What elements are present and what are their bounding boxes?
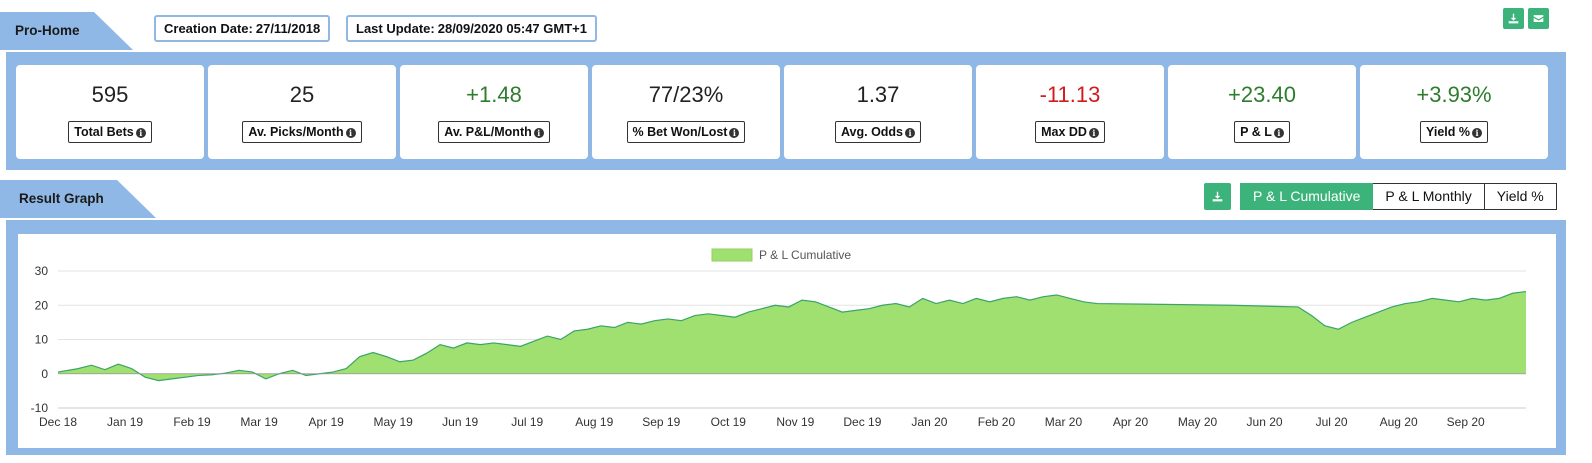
x-tick-label: Sep 19 (642, 415, 680, 429)
stat-value: 77/23% (648, 82, 724, 107)
download-icon (1508, 13, 1519, 24)
info-icon[interactable]: i (345, 128, 356, 138)
stat-card-av-picks-month: 25 Av. Picks/Month i (208, 65, 396, 159)
x-tick-label: Apr 20 (1113, 415, 1149, 429)
stat-label-text: Yield % (1426, 125, 1470, 139)
last-update-value: 28/09/2020 05:47 GMT+1 (437, 21, 587, 36)
x-tick-label: Aug 20 (1380, 415, 1418, 429)
stat-card-av-pl-month: +1.48 Av. P&L/Month i (400, 65, 588, 159)
pro-home-tab-label: Pro-Home (15, 23, 80, 38)
creation-date-box: Creation Date: 27/11/2018 (154, 15, 331, 42)
x-tick-label: May 19 (373, 415, 413, 429)
y-tick-label: 20 (35, 298, 49, 312)
stat-label-text: Av. Picks/Month (248, 125, 344, 139)
stat-label-text: P & L (1240, 125, 1272, 139)
y-tick-label: 0 (41, 367, 48, 381)
stat-value: +23.40 (1228, 82, 1296, 107)
stat-value: +1.48 (466, 82, 522, 107)
graph-download-button[interactable] (1204, 183, 1231, 210)
x-tick-label: Dec 18 (39, 415, 77, 429)
stat-card-bet-won-lost: 77/23% % Bet Won/Lost i (592, 65, 780, 159)
x-tick-label: Mar 20 (1045, 415, 1083, 429)
stat-label[interactable]: Total Bets i (68, 121, 152, 143)
download-button[interactable] (1503, 8, 1524, 29)
envelope-icon (1533, 15, 1544, 22)
x-tick-label: Feb 20 (978, 415, 1016, 429)
y-tick-label: 10 (35, 333, 49, 347)
stat-label-text: Avg. Odds (840, 125, 904, 139)
stat-label[interactable]: Max DD i (1035, 121, 1105, 143)
creation-date-label: Creation Date: (164, 21, 253, 36)
stat-card-avg-odds: 1.37 Avg. Odds i (784, 65, 972, 159)
stat-value: 25 (289, 82, 315, 107)
x-tick-label: Oct 19 (711, 415, 747, 429)
stat-label-text: Av. P&L/Month (444, 125, 532, 139)
stat-label[interactable]: Yield % i (1420, 121, 1488, 143)
legend-label: P & L Cumulative (759, 248, 851, 262)
stat-label[interactable]: Av. P&L/Month i (438, 121, 550, 143)
info-icon[interactable]: i (729, 128, 740, 138)
y-tick-label: 30 (35, 264, 49, 278)
x-tick-label: Dec 19 (843, 415, 881, 429)
stat-value: 1.37 (856, 82, 900, 107)
y-tick-label: -10 (31, 401, 49, 415)
info-icon[interactable]: i (1472, 128, 1482, 138)
x-tick-label: May 20 (1178, 415, 1218, 429)
x-tick-label: Mar 19 (240, 415, 278, 429)
x-tick-label: Apr 19 (308, 415, 344, 429)
x-tick-label: Feb 19 (173, 415, 211, 429)
x-tick-label: Jul 20 (1316, 415, 1348, 429)
stat-value: +3.93% (1416, 82, 1492, 107)
pl-area (58, 291, 1526, 381)
x-tick-label: Jan 19 (107, 415, 143, 429)
info-icon[interactable]: i (1088, 128, 1099, 138)
stat-value: -11.13 (1039, 82, 1101, 107)
graph-mode-buttons: P & L Cumulative P & L Monthly Yield % (1240, 183, 1557, 210)
pro-home-tab[interactable]: Pro-Home (0, 12, 133, 50)
pl-cumulative-button[interactable]: P & L Cumulative (1240, 183, 1374, 210)
stat-value: 595 (91, 82, 129, 107)
x-tick-label: Jul 19 (511, 415, 543, 429)
x-tick-label: Sep 20 (1447, 415, 1485, 429)
graph-band: -10 0 10 20 30 Dec 18 Jan 19 Feb 19 Mar 19 Apr 19… (6, 220, 1566, 455)
creation-date-value: 27/11/2018 (255, 21, 321, 36)
stat-label-text: Max DD (1041, 125, 1087, 139)
graph-card: -10 0 10 20 30 Dec 18 Jan 19 Feb 19 Mar 19 Apr 19… (18, 234, 1556, 448)
result-graph-tab[interactable]: Result Graph (0, 180, 156, 218)
last-update-box: Last Update: 28/09/2020 05:47 GMT+1 (346, 15, 597, 42)
pl-cumulative-chart: -10 0 10 20 30 Dec 18 Jan 19 Feb 19 Mar 19 Apr 19… (31, 248, 1527, 429)
result-graph-tab-label: Result Graph (19, 191, 104, 206)
stat-label-text: % Bet Won/Lost (632, 125, 728, 139)
info-icon[interactable]: i (905, 128, 916, 138)
stat-label[interactable]: % Bet Won/Lost i (626, 121, 746, 143)
info-icon[interactable]: i (1273, 128, 1284, 138)
stat-card-total-bets: 595 Total Bets i (16, 65, 204, 159)
x-tick-label: Jan 20 (911, 415, 947, 429)
stat-label[interactable]: Avg. Odds i (834, 121, 922, 143)
pl-monthly-button[interactable]: P & L Monthly (1373, 183, 1485, 210)
info-icon[interactable]: i (135, 128, 146, 138)
stats-band: 595 Total Bets i 25 Av. Picks/Month i +1.48 Av.… (6, 52, 1566, 170)
stat-label[interactable]: Av. Picks/Month i (242, 121, 362, 143)
info-icon[interactable]: i (533, 128, 544, 138)
x-tick-label: Jun 19 (442, 415, 478, 429)
x-tick-label: Aug 19 (575, 415, 613, 429)
email-button[interactable] (1528, 8, 1549, 29)
legend-swatch (711, 248, 753, 262)
stat-card-yield: +3.93% Yield % i (1360, 65, 1548, 159)
last-update-label: Last Update: (356, 21, 435, 36)
stat-card-max-dd: -11.13 Max DD i (976, 65, 1164, 159)
stat-label-text: Total Bets (74, 125, 134, 139)
x-tick-label: Jun 20 (1247, 415, 1283, 429)
download-icon (1212, 191, 1223, 202)
x-tick-label: Nov 19 (776, 415, 814, 429)
yield-button[interactable]: Yield % (1484, 183, 1557, 210)
